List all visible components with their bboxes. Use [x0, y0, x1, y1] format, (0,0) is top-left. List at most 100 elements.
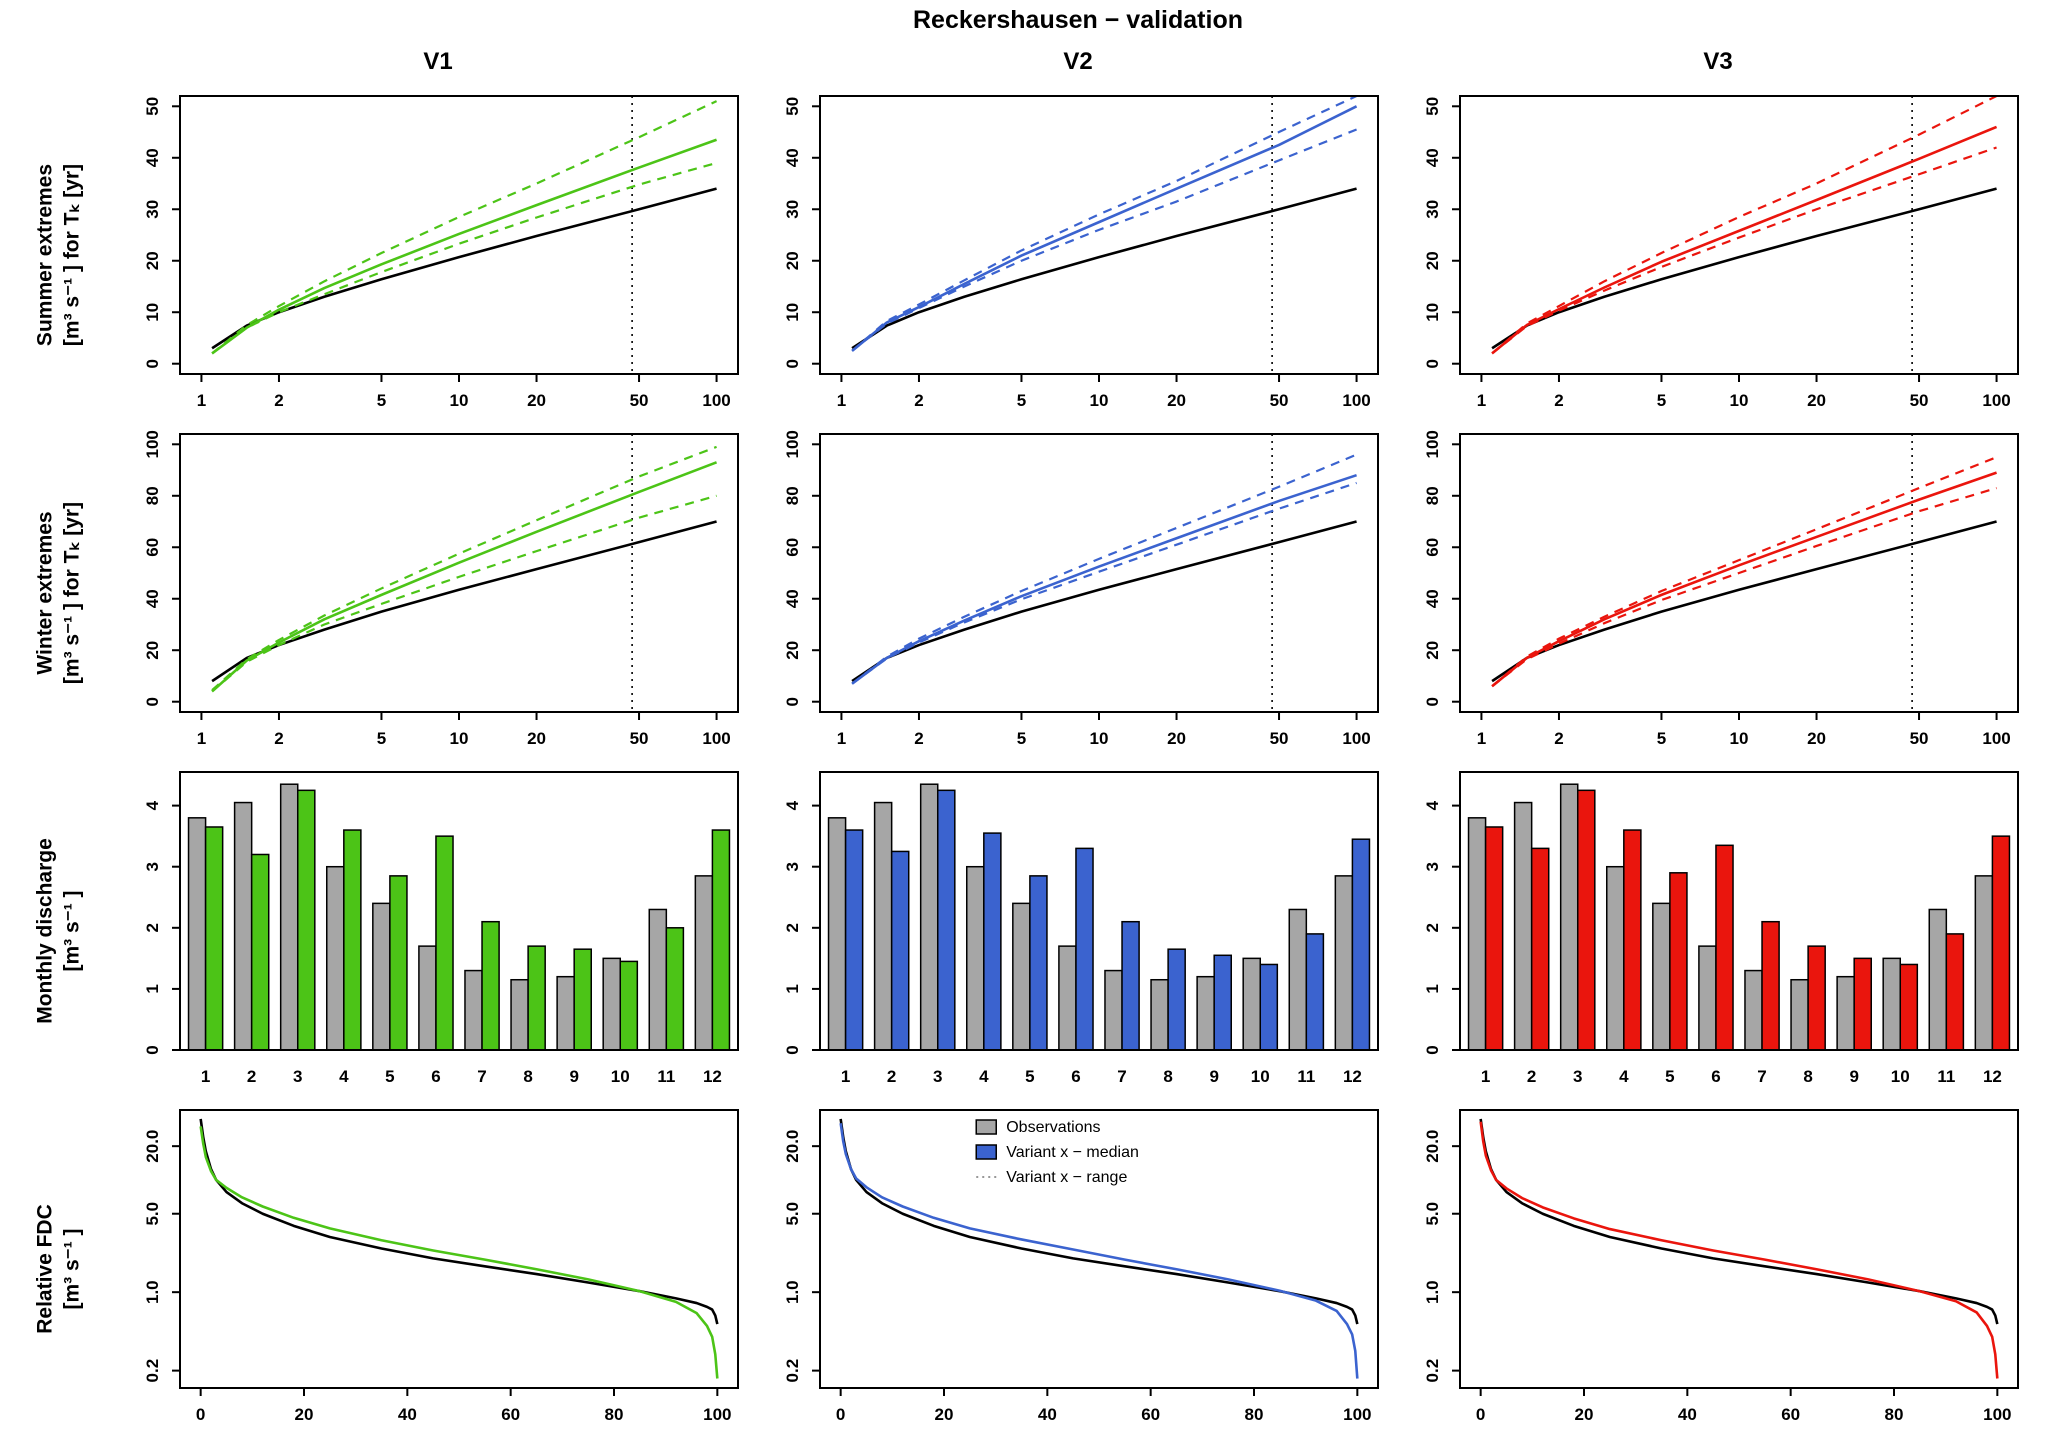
winter-extremes-chart-v1: 1 2 5 10 20 50 100 0 20 40 60 80 100 — [143, 430, 739, 748]
svg-text:0: 0 — [143, 359, 162, 368]
svg-text:2: 2 — [274, 391, 283, 410]
svg-text:30: 30 — [783, 200, 802, 219]
svg-text:40: 40 — [143, 589, 162, 608]
column-header-v2: V2 — [1063, 48, 1093, 75]
svg-text:6: 6 — [431, 1067, 440, 1086]
svg-text:20: 20 — [1423, 251, 1442, 270]
svg-text:2: 2 — [274, 729, 283, 748]
row-label-summer-extremes-text: Summer extremes [m³ s⁻¹ ] for Tₖ [yr] — [33, 163, 84, 347]
svg-text:100: 100 — [1342, 391, 1370, 410]
svg-text:80: 80 — [143, 486, 162, 505]
svg-text:20: 20 — [527, 729, 546, 748]
svg-text:20.0: 20.0 — [1423, 1130, 1442, 1163]
svg-text:2: 2 — [914, 391, 923, 410]
panel-winter-v1: 1 2 5 10 20 50 100 0 20 40 60 80 100 — [118, 424, 758, 762]
svg-text:40: 40 — [1423, 148, 1442, 167]
svg-text:2: 2 — [887, 1067, 896, 1086]
panel-monthly-v3: 1 2 3 4 5 6 7 8 9 10 11 12 0 1 2 3 4 — [1398, 762, 2038, 1100]
svg-text:60: 60 — [1141, 1405, 1160, 1424]
svg-text:1: 1 — [197, 391, 206, 410]
svg-text:2: 2 — [914, 729, 923, 748]
panel-monthly-v1: 1 2 3 4 5 6 7 8 9 10 11 12 0 1 2 3 4 — [118, 762, 758, 1100]
relative-fdc-chart-v3: 0 20 40 60 80 100 0.2 1.0 5.0 20.0 — [1423, 1109, 2019, 1424]
svg-text:0.2: 0.2 — [783, 1359, 802, 1383]
svg-text:11: 11 — [657, 1067, 675, 1086]
svg-text:1: 1 — [143, 984, 162, 993]
svg-text:1: 1 — [1477, 729, 1486, 748]
svg-text:40: 40 — [783, 148, 802, 167]
svg-text:20.0: 20.0 — [783, 1130, 802, 1163]
svg-text:50: 50 — [1910, 729, 1929, 748]
svg-text:0: 0 — [836, 1405, 845, 1424]
svg-text:10: 10 — [1730, 391, 1749, 410]
svg-text:50: 50 — [1910, 391, 1929, 410]
svg-text:10: 10 — [1251, 1067, 1270, 1086]
svg-text:20: 20 — [295, 1405, 314, 1424]
svg-text:80: 80 — [1885, 1405, 1904, 1424]
svg-text:10: 10 — [783, 303, 802, 322]
svg-text:20: 20 — [783, 641, 802, 660]
row-label-monthly-discharge: Monthly discharge [m³ s⁻¹ ] — [0, 762, 118, 1100]
svg-text:20: 20 — [143, 251, 162, 270]
svg-text:20: 20 — [1423, 641, 1442, 660]
svg-text:0: 0 — [1423, 1045, 1442, 1054]
svg-text:5.0: 5.0 — [1423, 1202, 1442, 1226]
svg-text:8: 8 — [523, 1067, 532, 1086]
svg-text:20: 20 — [1575, 1405, 1594, 1424]
svg-text:5: 5 — [1025, 1067, 1034, 1086]
svg-text:20: 20 — [1167, 391, 1186, 410]
svg-text:20: 20 — [527, 391, 546, 410]
svg-text:10: 10 — [143, 303, 162, 322]
svg-text:2: 2 — [1554, 729, 1563, 748]
svg-text:6: 6 — [1711, 1067, 1720, 1086]
svg-text:Variant x − range: Variant x − range — [1006, 1169, 1127, 1186]
svg-text:10: 10 — [450, 391, 469, 410]
summer-extremes-chart-v1: 1 2 5 10 20 50 100 0 10 20 30 40 50 — [143, 95, 739, 410]
svg-text:1.0: 1.0 — [1423, 1280, 1442, 1304]
svg-text:4: 4 — [783, 800, 802, 810]
svg-text:4: 4 — [339, 1067, 349, 1086]
svg-text:7: 7 — [1757, 1067, 1766, 1086]
svg-text:0: 0 — [783, 359, 802, 368]
svg-text:0: 0 — [783, 697, 802, 706]
svg-text:50: 50 — [1423, 97, 1442, 116]
svg-text:20.0: 20.0 — [143, 1130, 162, 1163]
svg-text:80: 80 — [1245, 1405, 1264, 1424]
svg-text:20: 20 — [1167, 729, 1186, 748]
svg-text:30: 30 — [1423, 200, 1442, 219]
svg-text:0: 0 — [143, 1045, 162, 1054]
svg-text:2: 2 — [247, 1067, 256, 1086]
svg-text:0: 0 — [1423, 359, 1442, 368]
svg-text:80: 80 — [783, 486, 802, 505]
row-label-relative-fdc-text: Relative FDC [m³ s⁻¹ ] — [33, 1204, 84, 1334]
svg-text:10: 10 — [611, 1067, 630, 1086]
svg-text:50: 50 — [783, 97, 802, 116]
svg-text:8: 8 — [1803, 1067, 1812, 1086]
svg-text:1: 1 — [201, 1067, 210, 1086]
svg-text:100: 100 — [1342, 729, 1370, 748]
svg-text:40: 40 — [1038, 1405, 1057, 1424]
panel-summer-v3: 1 2 5 10 20 50 100 0 10 20 30 40 50 — [1398, 86, 2038, 424]
svg-text:2: 2 — [1423, 923, 1442, 932]
svg-text:3: 3 — [293, 1067, 302, 1086]
svg-text:80: 80 — [1423, 486, 1442, 505]
winter-extremes-chart-v2: 1 2 5 10 20 50 100 0 20 40 60 80 100 — [783, 430, 1379, 748]
svg-text:1.0: 1.0 — [143, 1280, 162, 1304]
row-label-summer-extremes: Summer extremes [m³ s⁻¹ ] for Tₖ [yr] — [0, 86, 118, 424]
svg-text:2: 2 — [783, 923, 802, 932]
svg-text:5: 5 — [1017, 729, 1026, 748]
svg-text:2: 2 — [143, 923, 162, 932]
svg-text:60: 60 — [143, 538, 162, 557]
column-header-v1: V1 — [423, 48, 453, 75]
winter-extremes-chart-v3: 1 2 5 10 20 50 100 0 20 40 60 80 100 — [1423, 430, 2019, 748]
plot-grid: V1 V2 V3 Summer extremes [m³ s⁻¹ ] for T… — [0, 42, 2038, 1438]
svg-text:10: 10 — [1891, 1067, 1910, 1086]
svg-text:30: 30 — [143, 200, 162, 219]
svg-text:Observations: Observations — [1006, 1119, 1100, 1136]
svg-text:0.2: 0.2 — [143, 1359, 162, 1383]
svg-text:20: 20 — [935, 1405, 954, 1424]
panel-fdc-v2: 0 20 40 60 80 100 0.2 1.0 5.0 20.0 Observations Var… — [758, 1100, 1398, 1438]
